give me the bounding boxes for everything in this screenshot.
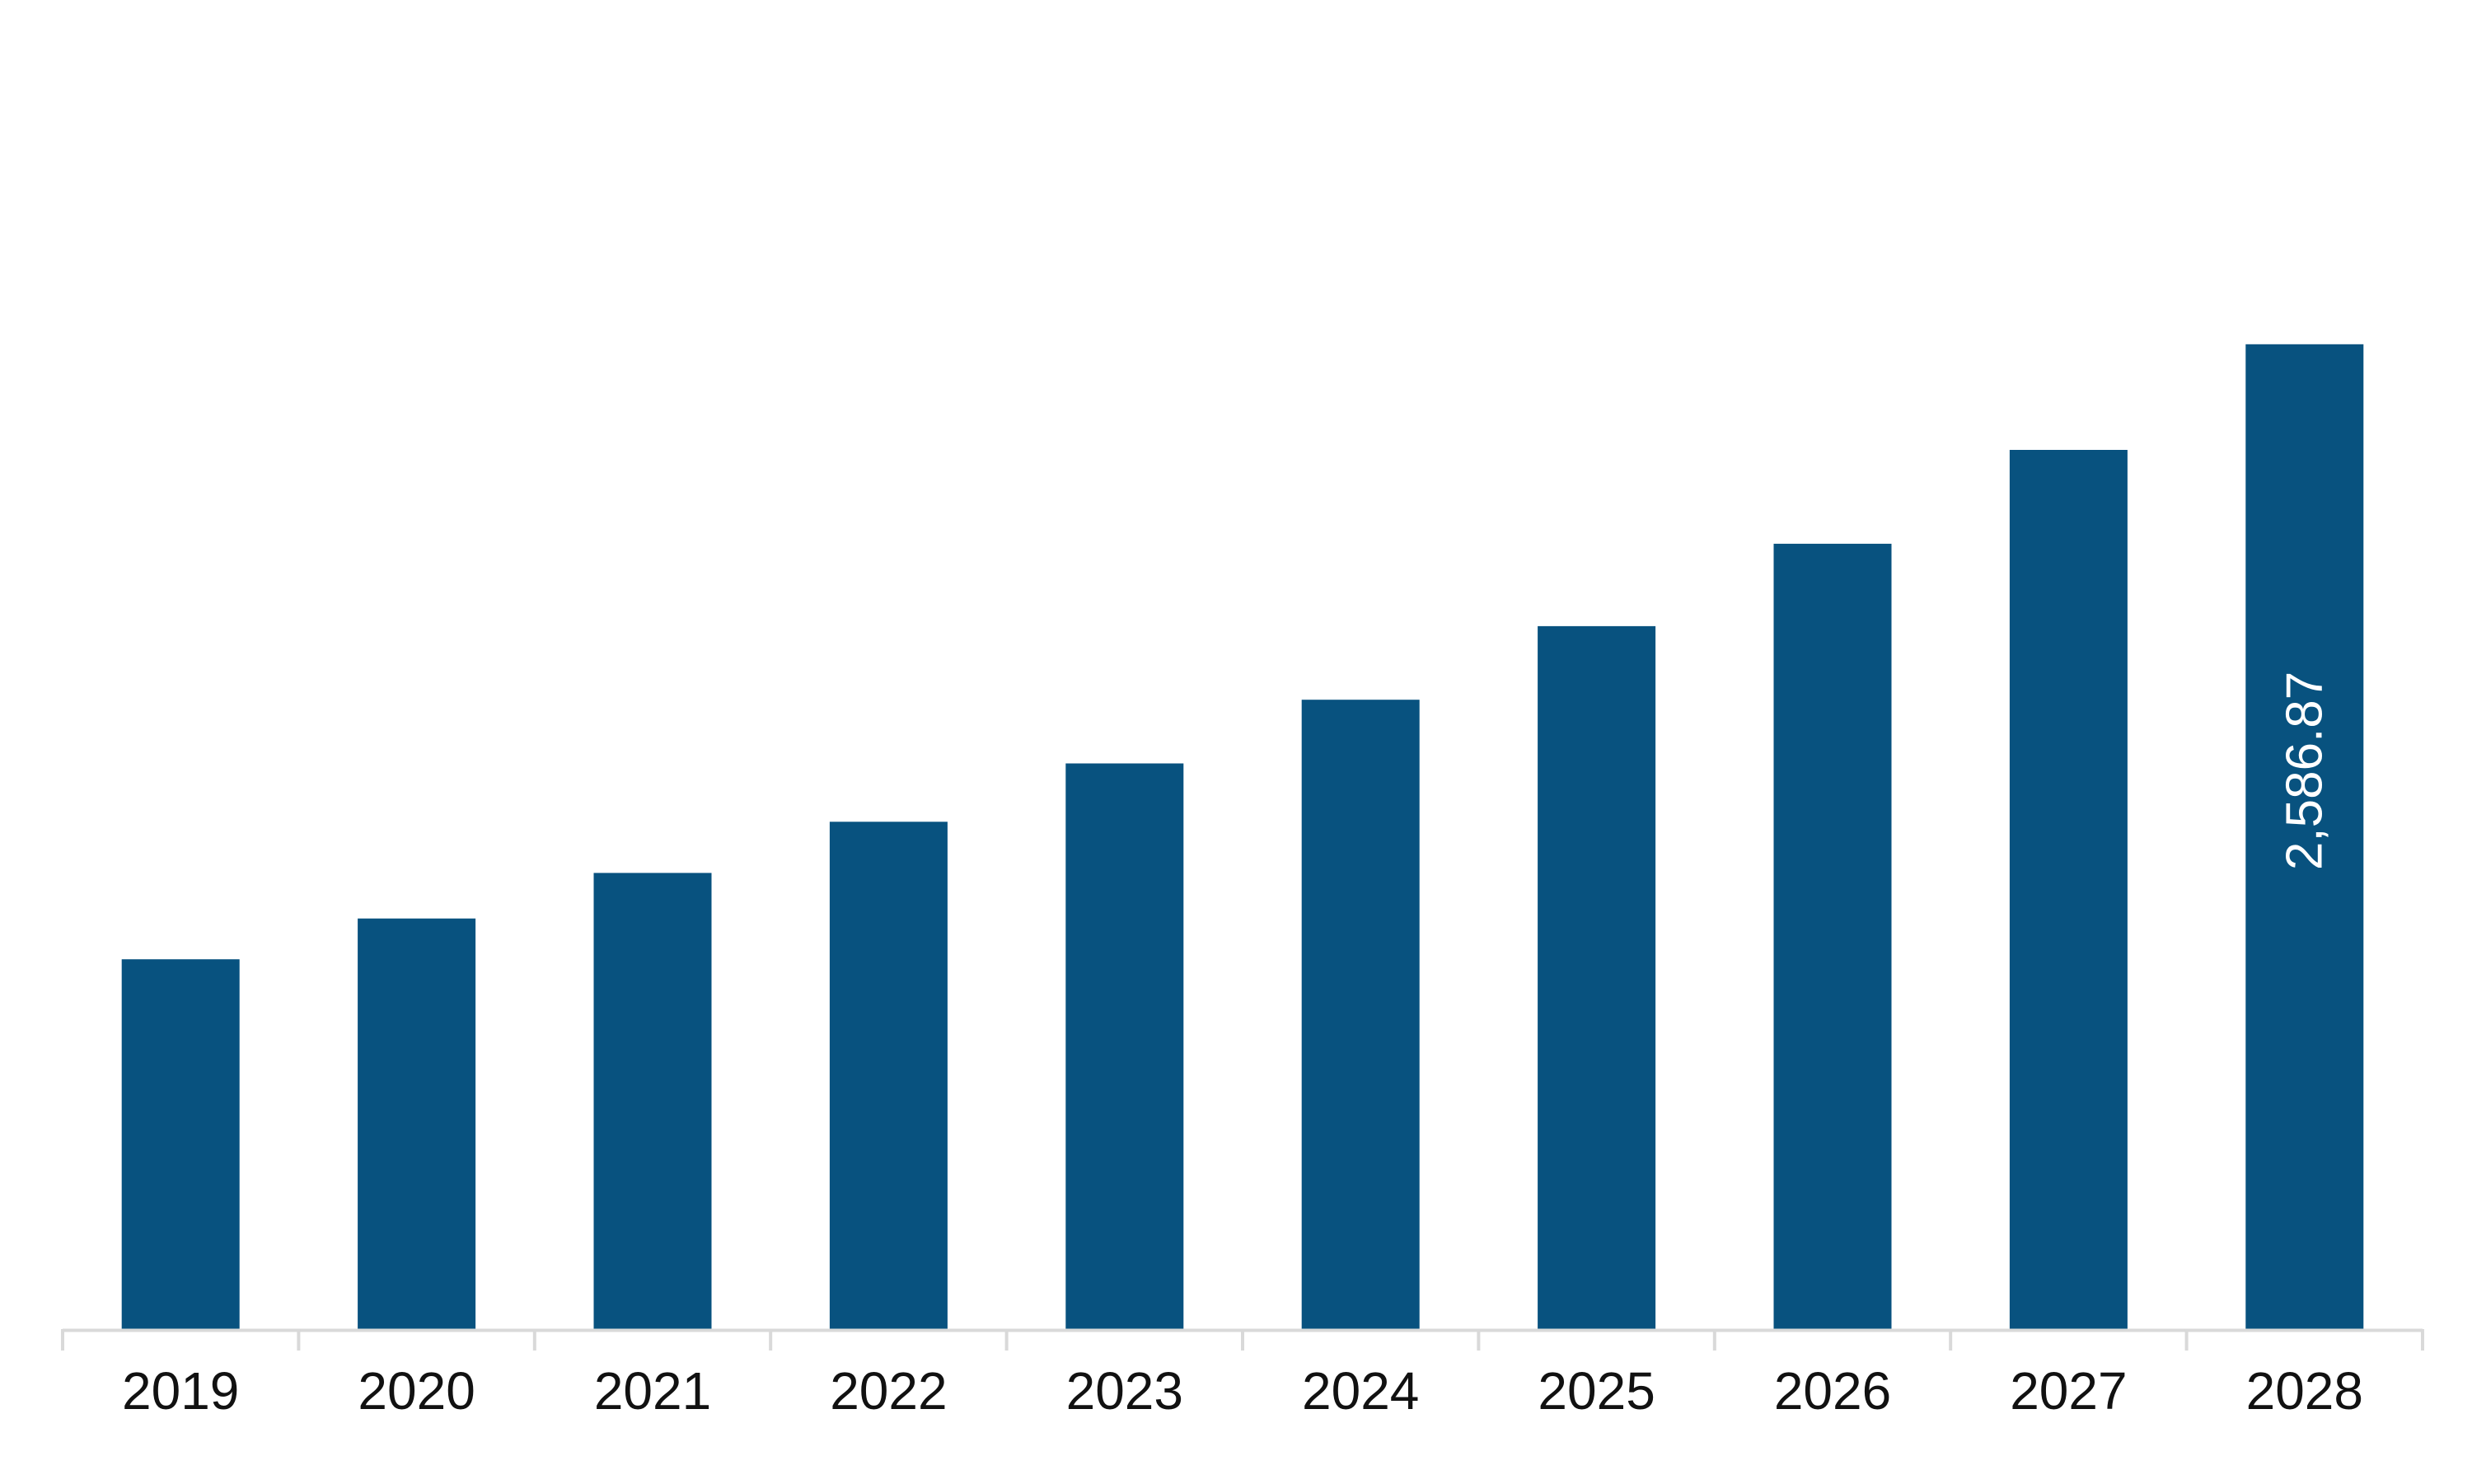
x-tick-label-2019: 2019 [122, 1361, 239, 1421]
x-tick-label-2025: 2025 [1538, 1361, 1655, 1421]
x-tick-label-2022: 2022 [830, 1361, 947, 1421]
bar-2026 [1773, 543, 1892, 1329]
x-tick-label-2028: 2028 [2246, 1361, 2363, 1421]
x-tick-label-2026: 2026 [1774, 1361, 1891, 1421]
bar-2022 [829, 822, 948, 1329]
x-tick-label-2021: 2021 [594, 1361, 711, 1421]
x-tick-label-2024: 2024 [1302, 1361, 1419, 1421]
bar-2023 [1065, 763, 1184, 1329]
bar-2024 [1301, 700, 1420, 1329]
bar-2027 [2009, 450, 2128, 1329]
x-tick-label-2020: 2020 [358, 1361, 475, 1421]
bar-2020 [358, 918, 476, 1329]
data-label-2028: 2,586.87 [2276, 672, 2333, 870]
x-tick-label-2027: 2027 [2010, 1361, 2127, 1421]
bar-2028 [2245, 344, 2364, 1329]
bar-2025 [1538, 625, 1656, 1329]
bar-2021 [593, 873, 712, 1329]
bar-2019 [121, 959, 240, 1329]
x-tick-label-2023: 2023 [1066, 1361, 1183, 1421]
